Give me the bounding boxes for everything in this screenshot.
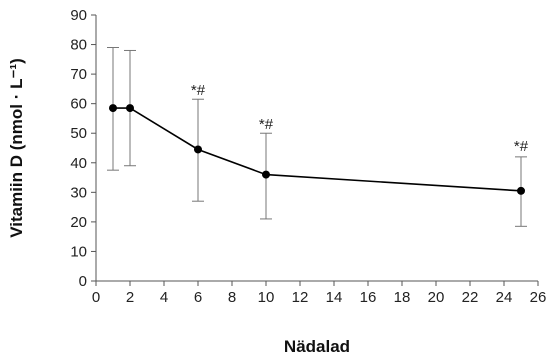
x-tick-label: 22 <box>462 289 479 306</box>
error-bars <box>107 47 527 227</box>
y-axis-title: Vitamiin D (nmol · L⁻¹) <box>7 58 26 238</box>
y-tick-label: 20 <box>70 214 87 231</box>
x-tick-label: 14 <box>326 289 343 306</box>
significance-marker: *# <box>514 138 529 155</box>
data-point <box>262 170 270 179</box>
significance-marker: *# <box>259 116 274 133</box>
x-tick-label: 4 <box>160 289 168 306</box>
x-tick-label: 20 <box>428 289 445 306</box>
annotations: *# *# *# <box>191 82 529 155</box>
y-tick-label: 90 <box>70 7 87 24</box>
y-tick-label: 40 <box>70 155 87 172</box>
y-tick-label: 80 <box>70 37 87 54</box>
y-tick-label: 60 <box>70 96 87 113</box>
x-tick-label: 12 <box>292 289 309 306</box>
x-tick-label: 16 <box>360 289 377 306</box>
x-tick-label: 6 <box>194 289 202 306</box>
series-line <box>113 107 522 192</box>
data-series <box>109 104 525 195</box>
y-tick-label: 0 <box>79 273 87 290</box>
significance-marker: *# <box>191 82 206 99</box>
x-tick-label: 26 <box>530 289 547 306</box>
x-tick-label: 24 <box>496 289 513 306</box>
data-point <box>109 104 117 113</box>
y-tick-label: 70 <box>70 66 87 83</box>
x-tick-label: 8 <box>228 289 236 306</box>
x-tick-label: 2 <box>126 289 134 306</box>
data-point <box>126 104 134 113</box>
x-axis-title: Nädalad <box>284 337 350 356</box>
x-tick-label: 0 <box>92 289 100 306</box>
x-tick-label: 10 <box>258 289 275 306</box>
y-tick-label: 10 <box>70 243 87 260</box>
data-point <box>517 186 525 195</box>
y-tick-label: 30 <box>70 184 87 201</box>
axes: 0 2 4 6 8 10 12 14 16 18 20 22 24 2601020304050607080… <box>70 7 546 306</box>
data-point <box>194 145 202 154</box>
y-tick-label: 50 <box>70 125 87 142</box>
x-tick-label: 18 <box>394 289 411 306</box>
